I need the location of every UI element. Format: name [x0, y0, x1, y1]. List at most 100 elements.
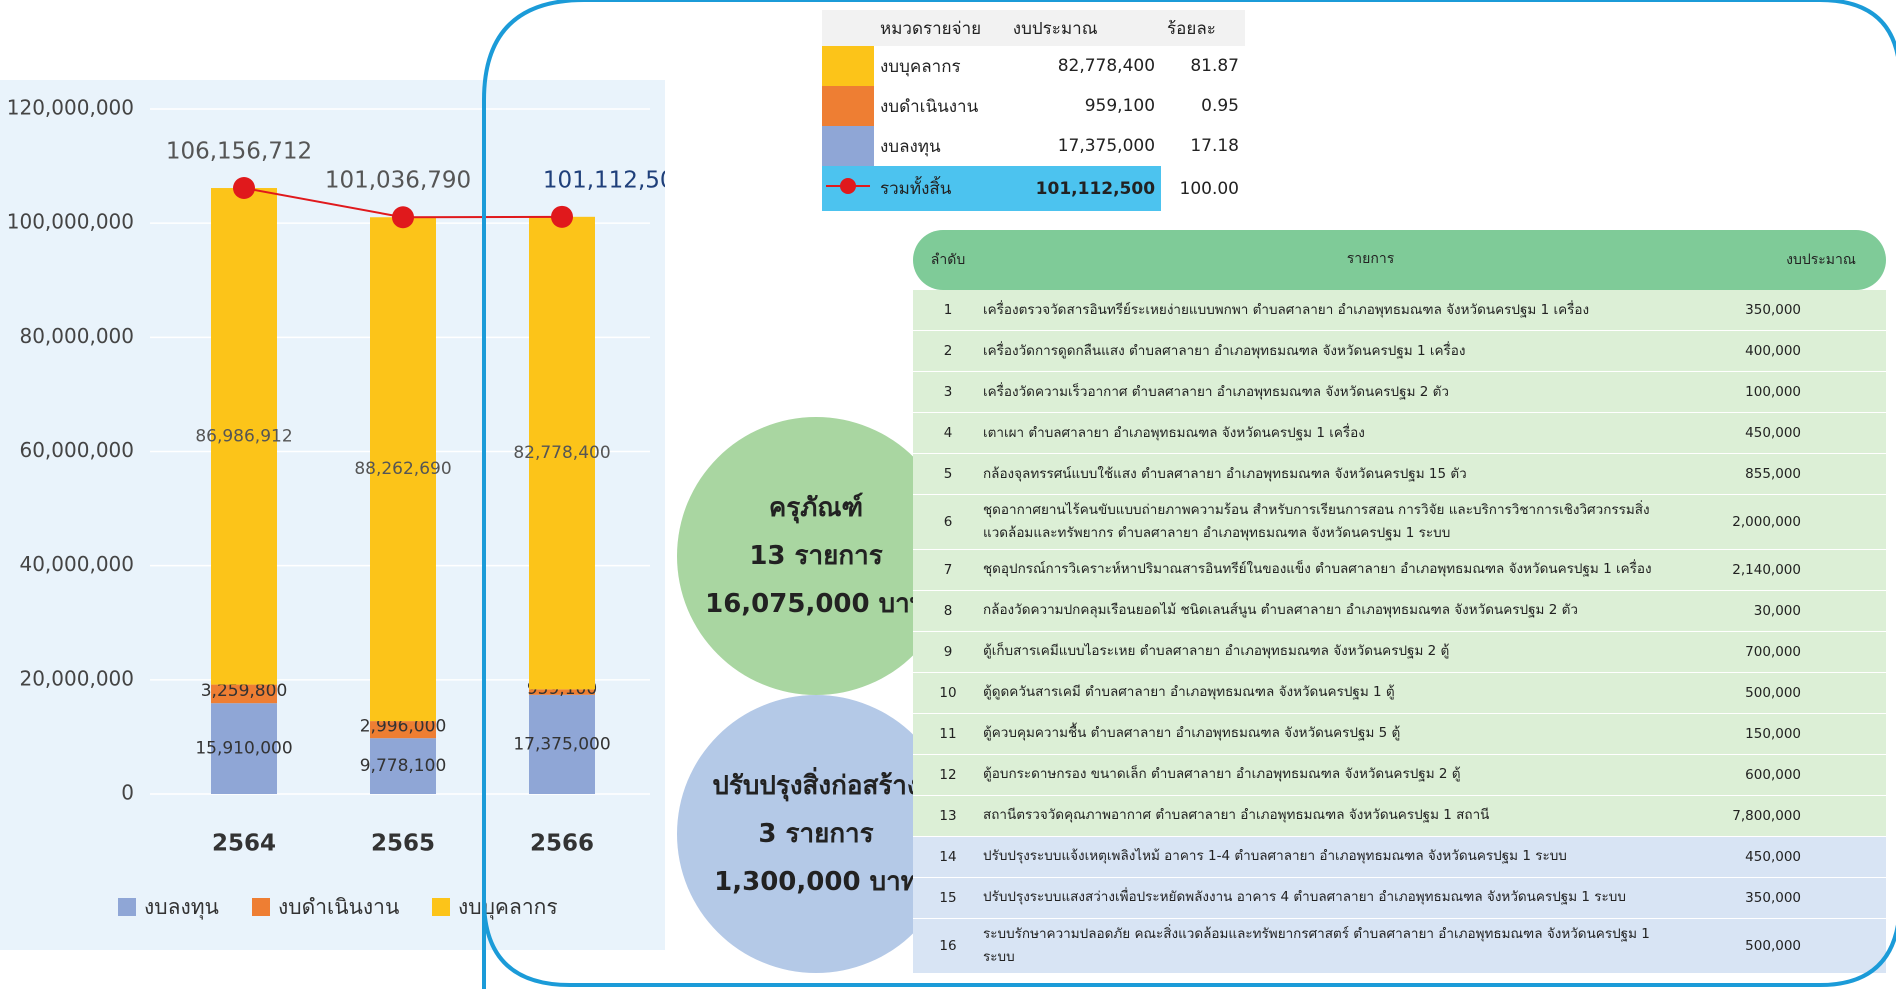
items-cell: กล้องจุลทรรศน์แบบใช้แสง ตำบลศาลายา อำเภอ…: [983, 465, 1467, 482]
items-cell: เครื่องวัดความเร็วอากาศ ตำบลศาลายา อำเภอ…: [983, 383, 1449, 400]
data-label: 88,262,690: [354, 459, 451, 479]
data-label: 9,778,100: [360, 756, 447, 776]
items-cell: สถานีตรวจวัดคุณภาพอากาศ ตำบลศาลายา อำเภอ…: [983, 807, 1490, 824]
bar-segment: [370, 738, 436, 794]
data-label: 17,375,000: [513, 734, 610, 754]
data-label: 15,910,000: [195, 739, 292, 759]
items-row: 5 กล้องจุลทรรศน์แบบใช้แสง ตำบลศาลายา อำเภ…: [913, 454, 1886, 495]
summary-cell: 100.00: [1161, 166, 1245, 211]
items-cell: 600,000: [1745, 766, 1801, 783]
items-cell: 350,000: [1745, 889, 1801, 906]
items-cell: ระบบรักษาความปลอดภัย คณะสิ่งแวดล้อมและทร…: [983, 925, 1650, 965]
items-cell: 6: [943, 513, 953, 530]
items-cell: 12: [939, 766, 957, 783]
items-cell: 700,000: [1745, 643, 1801, 660]
group-count: 3 รายการ: [758, 818, 874, 849]
legend-label: งบดำเนินงาน: [278, 895, 399, 919]
data-label: 86,986,912: [195, 426, 292, 446]
summary-row: งบดำเนินงาน 959,100 0.95: [822, 86, 1245, 126]
icon-dot: [840, 178, 856, 194]
items-cell: ชุดอุปกรณ์การวิเคราะห์หาปริมาณสารอินทรีย…: [983, 561, 1652, 578]
group-count: 13 รายการ: [749, 540, 883, 571]
swatch-cell: [822, 46, 874, 86]
bar-segment: [370, 217, 436, 722]
legend-swatch: [252, 898, 270, 916]
items-cell: 8: [943, 602, 953, 619]
items-row: 7 ชุดอุปกรณ์การวิเคราะห์หาปริมาณสารอินทรี…: [913, 549, 1886, 591]
column-header: งบประมาณ: [1786, 252, 1856, 268]
summary-header: หมวดรายจ่าย งบประมาณ ร้อยละ: [822, 10, 1245, 46]
summary-cell: 101,112,500: [1006, 166, 1162, 211]
items-cell: ปรับปรุงระบบแสงสว่างเพื่อประหยัดพลังงาน …: [983, 889, 1626, 906]
summary-row: งบบุคลากร 82,778,400 81.87: [822, 46, 1245, 86]
bar-segment: [370, 721, 436, 739]
items-row: 10 ตู้ดูดควันสารเคมี ตำบลศาลายา อำเภอพุทธ…: [913, 672, 1886, 714]
items-cell: ปรับปรุงระบบแจ้งเหตุเพลิงไหม้ อาคาร 1-4 …: [983, 848, 1567, 865]
items-row: 1 เครื่องตรวจวัดสารอินทรีย์ระเหยง่ายแบบพก…: [913, 290, 1886, 331]
items-cell: 100,000: [1745, 384, 1801, 400]
summary-cell: รวมทั้งสิ้น: [874, 166, 1007, 211]
items-cell: 11: [939, 725, 957, 742]
group-title: ครุภัณฑ์: [768, 492, 864, 523]
items-row: 12 ตู้อบกระดาษกรอง ขนาดเล็ก ตำบลศาลายา อำ…: [913, 754, 1886, 796]
items-row: 16 ระบบรักษาความปลอดภัย คณะสิ่งแวดล้อมและ…: [913, 918, 1886, 974]
legend-swatch: [432, 898, 450, 916]
items-row: 11 ตู้ควบคุมความชื้น ตำบลศาลายา อำเภอพุทธ…: [913, 713, 1886, 755]
summary-cell: 959,100: [1084, 96, 1156, 116]
summary-cell: 17.18: [1190, 136, 1239, 156]
y-tick-label: 80,000,000: [19, 324, 134, 348]
items-cell: 400,000: [1745, 343, 1801, 359]
items-row: 4 เตาเผา ตำบลศาลายา อำเภอพุทธมณฑล จังหวัด…: [913, 413, 1886, 454]
items-cell: 500,000: [1745, 937, 1801, 954]
data-label: 82,778,400: [513, 443, 610, 463]
items-cell: 7: [943, 561, 953, 578]
items-table: ลำดับ รายการ งบประมาณ 1 เครื่องตรวจวัดสาร…: [913, 230, 1886, 974]
legend-swatch: [118, 898, 136, 916]
swatch-cell: [822, 166, 874, 211]
x-tick-label: 2566: [530, 831, 594, 857]
total-label: 101,036,790: [325, 168, 471, 194]
legend-label: งบบุคลากร: [458, 895, 558, 920]
items-cell: 16: [939, 937, 957, 954]
column-header: รายการ: [1346, 251, 1395, 268]
summary-row: งบลงทุน 17,375,000 17.18: [822, 126, 1245, 166]
items-cell: 450,000: [1745, 425, 1801, 441]
items-row: 3 เครื่องวัดความเร็วอากาศ ตำบลศาลายา อำเภ…: [913, 372, 1886, 413]
items-row: 2 เครื่องวัดการดูดกลืนแสง ตำบลศาลายา อำเภ…: [913, 331, 1886, 372]
swatch-cell: [822, 86, 874, 126]
y-tick-label: 20,000,000: [19, 666, 134, 690]
total-marker: [233, 177, 255, 200]
items-row: 15 ปรับปรุงระบบแสงสว่างเพื่อประหยัดพลังงา…: [913, 877, 1886, 919]
y-tick-label: 40,000,000: [19, 552, 134, 576]
items-cell: 30,000: [1753, 602, 1801, 619]
y-tick-label: 120,000,000: [7, 96, 134, 120]
items-row: 14 ปรับปรุงระบบแจ้งเหตุเพลิงไหม้ อาคาร 1-…: [913, 836, 1886, 878]
items-cell: 13: [939, 807, 957, 824]
bar-segment: [211, 188, 277, 685]
y-tick-label: 60,000,000: [19, 438, 134, 462]
items-row: 13 สถานีตรวจวัดคุณภาพอากาศ ตำบลศาลายา อำเ…: [913, 795, 1886, 837]
items-cell: 15: [939, 889, 957, 906]
items-cell: ตู้ดูดควันสารเคมี ตำบลศาลายา อำเภอพุทธมณ…: [983, 684, 1395, 701]
summary-cell: 0.95: [1201, 96, 1239, 116]
items-cell: 1: [943, 302, 953, 318]
items-header: ลำดับ รายการ งบประมาณ: [913, 230, 1886, 290]
items-cell: ตู้เก็บสารเคมีแบบไอระเหย ตำบลศาลายา อำเภ…: [983, 643, 1450, 660]
summary-cell: งบดำเนินงาน: [880, 96, 979, 117]
group-amount: 1,300,000 บาท: [714, 867, 918, 898]
items-cell: 9: [943, 643, 953, 660]
items-row: 8 กล้องวัดความปกคลุมเรือนยอดไม้ ชนิดเลนส์…: [913, 590, 1886, 632]
items-cell: 14: [939, 848, 957, 865]
items-cell: 150,000: [1745, 725, 1801, 742]
x-tick-label: 2565: [371, 831, 435, 857]
items-cell: 2: [943, 343, 953, 359]
total-marker: [392, 206, 414, 229]
chart: 0 20,000,000 40,000,000 60,000,000 80,000,00…: [0, 80, 665, 950]
items-cell: 5: [943, 466, 953, 482]
items-cell: เตาเผา ตำบลศาลายา อำเภอพุทธมณฑล จังหวัดน…: [983, 424, 1365, 441]
summary-cell: งบลงทุน: [880, 136, 941, 157]
data-label: 2,996,000: [360, 717, 447, 737]
legend-label: งบลงทุน: [144, 895, 219, 920]
items-cell: เครื่องวัดการดูดกลืนแสง ตำบลศาลายา อำเภอ…: [983, 342, 1466, 359]
